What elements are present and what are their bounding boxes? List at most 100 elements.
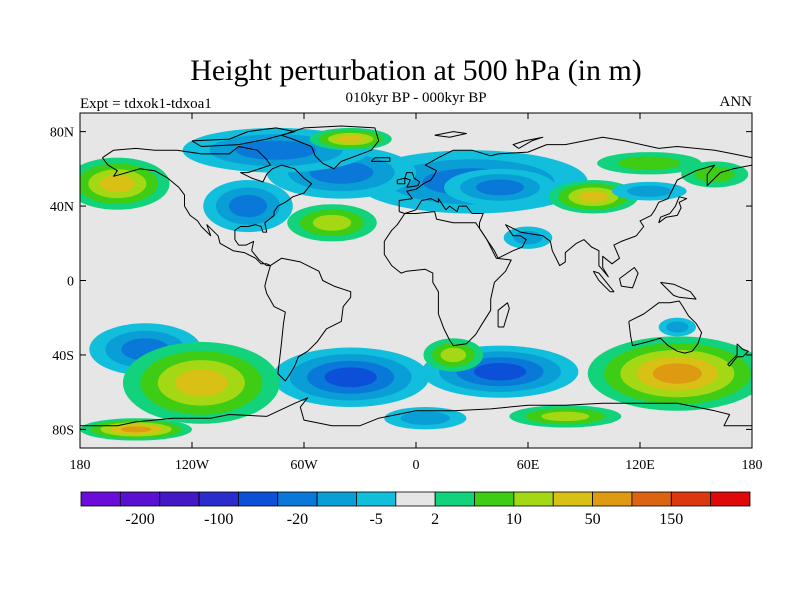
anomaly-contour	[694, 166, 735, 183]
colorbar-swatch	[316, 491, 357, 507]
colorbar-swatch	[434, 491, 475, 507]
colorbar-swatch	[277, 491, 318, 507]
colorbar-swatch	[80, 491, 121, 507]
coastline	[619, 267, 639, 289]
anomaly-contour	[236, 140, 316, 160]
anomaly-blob	[309, 127, 392, 151]
anomaly-blob	[122, 341, 280, 424]
coastline	[592, 270, 615, 293]
coastline	[497, 302, 510, 328]
anomaly-blob	[597, 152, 702, 175]
anomaly-blob	[509, 405, 622, 428]
colorbar-swatch	[631, 491, 672, 507]
colorbar-label: 150	[659, 511, 683, 528]
lon-tick-label: 60W	[290, 458, 318, 473]
anomaly-contour	[336, 135, 365, 143]
colorbar-swatch	[710, 491, 751, 507]
coastline	[396, 177, 406, 185]
anomaly-contour	[324, 367, 377, 388]
anomaly-contour	[626, 185, 672, 197]
colorbar-swatch	[670, 491, 712, 507]
colorbar-label: -200	[125, 511, 154, 528]
anomaly-contour	[666, 321, 689, 333]
colorbar-label: 10	[506, 511, 522, 528]
anomaly-contour	[312, 214, 352, 231]
lat-tick-label: 80N	[50, 126, 74, 141]
experiment-label: Expt = tdxok1-tdxoa1	[80, 96, 212, 112]
coastline	[434, 131, 467, 138]
colorbar-swatch	[159, 491, 200, 507]
season-label: ANN	[720, 94, 753, 110]
anomaly-blob	[658, 317, 696, 337]
colorbar-label: -20	[287, 511, 308, 528]
anomaly-blob	[80, 157, 170, 210]
map-plot: 80N 40N 0 40S 80S 180 120W 60W 0 60E 120E 180	[50, 112, 763, 473]
colorbar: -200 -100 -20 -5 2 10 50 150	[80, 491, 751, 528]
anomaly-contour	[120, 426, 152, 433]
anomaly-contour	[473, 363, 527, 381]
coastline	[404, 172, 421, 188]
coastline	[191, 127, 296, 147]
figure-title: Height perturbation at 500 hPa (in m)	[190, 54, 642, 87]
lon-tick-label: 60E	[517, 458, 540, 473]
anomaly-contour	[541, 411, 590, 422]
coastline	[398, 136, 752, 278]
anomaly-blob	[587, 336, 752, 411]
anomaly-blob	[287, 204, 377, 242]
anomaly-blob	[681, 161, 749, 188]
colorbar-label: -5	[369, 511, 382, 528]
anomaly-blob	[203, 180, 293, 233]
lat-tick-label: 40N	[50, 200, 74, 215]
colorbar-swatch	[552, 491, 593, 507]
anomaly-contour	[652, 363, 702, 384]
coastline	[80, 397, 752, 427]
coastline	[660, 281, 697, 300]
colorbar-swatch	[474, 491, 515, 507]
colorbar-swatch	[592, 491, 633, 507]
colorbar-swatch	[238, 491, 279, 507]
longitude-axis: 180 120W 60W 0 60E 120E 180	[70, 113, 763, 473]
colorbar-label: -100	[204, 511, 233, 528]
anomaly-contour	[175, 369, 228, 397]
colorbar-swatch	[119, 491, 161, 507]
colorbar-swatch	[395, 491, 436, 507]
coastline	[102, 146, 312, 267]
anomaly-contour	[578, 191, 609, 203]
colorbar-label: 50	[585, 511, 601, 528]
coastline	[370, 157, 391, 162]
anomaly-contour	[400, 411, 450, 425]
figure-subtitle: 010kyr BP - 000kyr BP	[345, 90, 486, 106]
anomaly-blob	[80, 418, 192, 441]
anomaly-blob	[272, 347, 430, 408]
coastline	[628, 300, 703, 354]
lon-tick-label: 120E	[625, 458, 655, 473]
lon-tick-label: 180	[70, 458, 91, 473]
coastline	[658, 196, 688, 224]
anomaly-blob	[444, 168, 556, 207]
colorbar-swatch	[356, 491, 397, 507]
coastline	[383, 211, 512, 347]
anomaly-blob	[612, 181, 687, 201]
colorbar-label: 2	[431, 511, 439, 528]
lat-tick-label: 0	[67, 275, 74, 290]
anomaly-contour	[617, 156, 681, 170]
coastline	[264, 257, 352, 382]
coastline	[512, 136, 544, 149]
lat-tick-label: 40S	[52, 349, 74, 364]
anomaly-contour	[476, 179, 524, 196]
lon-tick-label: 120W	[175, 458, 210, 473]
lon-tick-label: 0	[413, 458, 420, 473]
coastlines	[80, 125, 752, 427]
anomaly-contour	[440, 347, 467, 363]
lat-tick-label: 80S	[52, 423, 74, 438]
coastline	[281, 125, 380, 170]
latitude-axis: 80N 40N 0 40S 80S	[50, 126, 752, 438]
coastline	[727, 343, 749, 367]
anomaly-contour	[228, 194, 268, 218]
colorbar-swatch	[513, 491, 554, 507]
anomaly-field	[80, 127, 752, 441]
lon-tick-label: 180	[742, 458, 763, 473]
colorbar-swatch	[198, 491, 239, 507]
anomaly-blob	[423, 338, 484, 372]
